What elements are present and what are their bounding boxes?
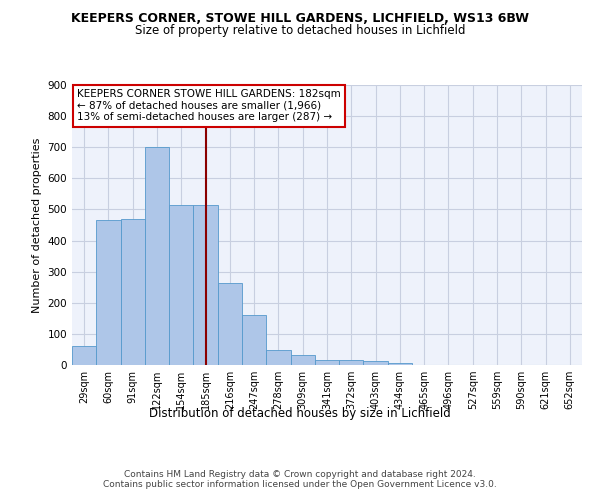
Bar xyxy=(242,315,266,365)
Bar xyxy=(72,346,96,365)
Text: KEEPERS CORNER, STOWE HILL GARDENS, LICHFIELD, WS13 6BW: KEEPERS CORNER, STOWE HILL GARDENS, LICH… xyxy=(71,12,529,26)
Y-axis label: Number of detached properties: Number of detached properties xyxy=(32,138,42,312)
Text: KEEPERS CORNER STOWE HILL GARDENS: 182sqm
← 87% of detached houses are smaller (: KEEPERS CORNER STOWE HILL GARDENS: 182sq… xyxy=(77,89,341,122)
Bar xyxy=(339,360,364,365)
Bar xyxy=(364,360,388,365)
Bar xyxy=(218,282,242,365)
Bar xyxy=(266,350,290,365)
Bar xyxy=(96,220,121,365)
Bar xyxy=(315,360,339,365)
Bar xyxy=(145,147,169,365)
Text: Distribution of detached houses by size in Lichfield: Distribution of detached houses by size … xyxy=(149,408,451,420)
Bar xyxy=(169,205,193,365)
Bar xyxy=(290,355,315,365)
Bar xyxy=(388,363,412,365)
Bar xyxy=(193,205,218,365)
Text: Size of property relative to detached houses in Lichfield: Size of property relative to detached ho… xyxy=(135,24,465,37)
Bar xyxy=(121,220,145,365)
Text: Contains HM Land Registry data © Crown copyright and database right 2024.
Contai: Contains HM Land Registry data © Crown c… xyxy=(103,470,497,490)
